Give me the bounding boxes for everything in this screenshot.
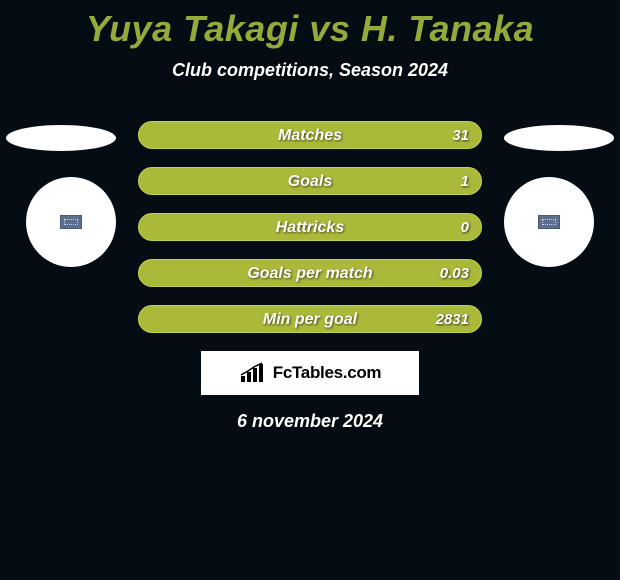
stat-value: 31 xyxy=(452,122,469,150)
chart-icon xyxy=(239,362,267,384)
stat-label: Goals xyxy=(139,168,481,196)
stat-value: 2831 xyxy=(436,306,469,334)
flag-icon xyxy=(60,215,82,229)
stat-bars: Matches 31 Goals 1 Hattricks 0 Goals per… xyxy=(138,121,482,333)
stat-label: Min per goal xyxy=(139,306,481,334)
stat-value: 0 xyxy=(461,214,469,242)
comparison-stage: Matches 31 Goals 1 Hattricks 0 Goals per… xyxy=(0,121,620,333)
stat-bar-matches: Matches 31 xyxy=(138,121,482,149)
brand-text: FcTables.com xyxy=(273,363,382,383)
platform-right xyxy=(504,125,614,151)
player-avatar-right xyxy=(504,177,594,267)
flag-icon xyxy=(538,215,560,229)
stat-bar-goals: Goals 1 xyxy=(138,167,482,195)
page-title: Yuya Takagi vs H. Tanaka xyxy=(0,0,620,50)
page-subtitle: Club competitions, Season 2024 xyxy=(0,60,620,81)
stat-label: Goals per match xyxy=(139,260,481,288)
stat-label: Matches xyxy=(139,122,481,150)
stat-bar-hattricks: Hattricks 0 xyxy=(138,213,482,241)
stat-label: Hattricks xyxy=(139,214,481,242)
stat-bar-goals-per-match: Goals per match 0.03 xyxy=(138,259,482,287)
player-avatar-left xyxy=(26,177,116,267)
date-text: 6 november 2024 xyxy=(0,411,620,432)
stat-value: 0.03 xyxy=(440,260,469,288)
stat-bar-min-per-goal: Min per goal 2831 xyxy=(138,305,482,333)
brand-badge: FcTables.com xyxy=(201,351,419,395)
stat-value: 1 xyxy=(461,168,469,196)
platform-left xyxy=(6,125,116,151)
